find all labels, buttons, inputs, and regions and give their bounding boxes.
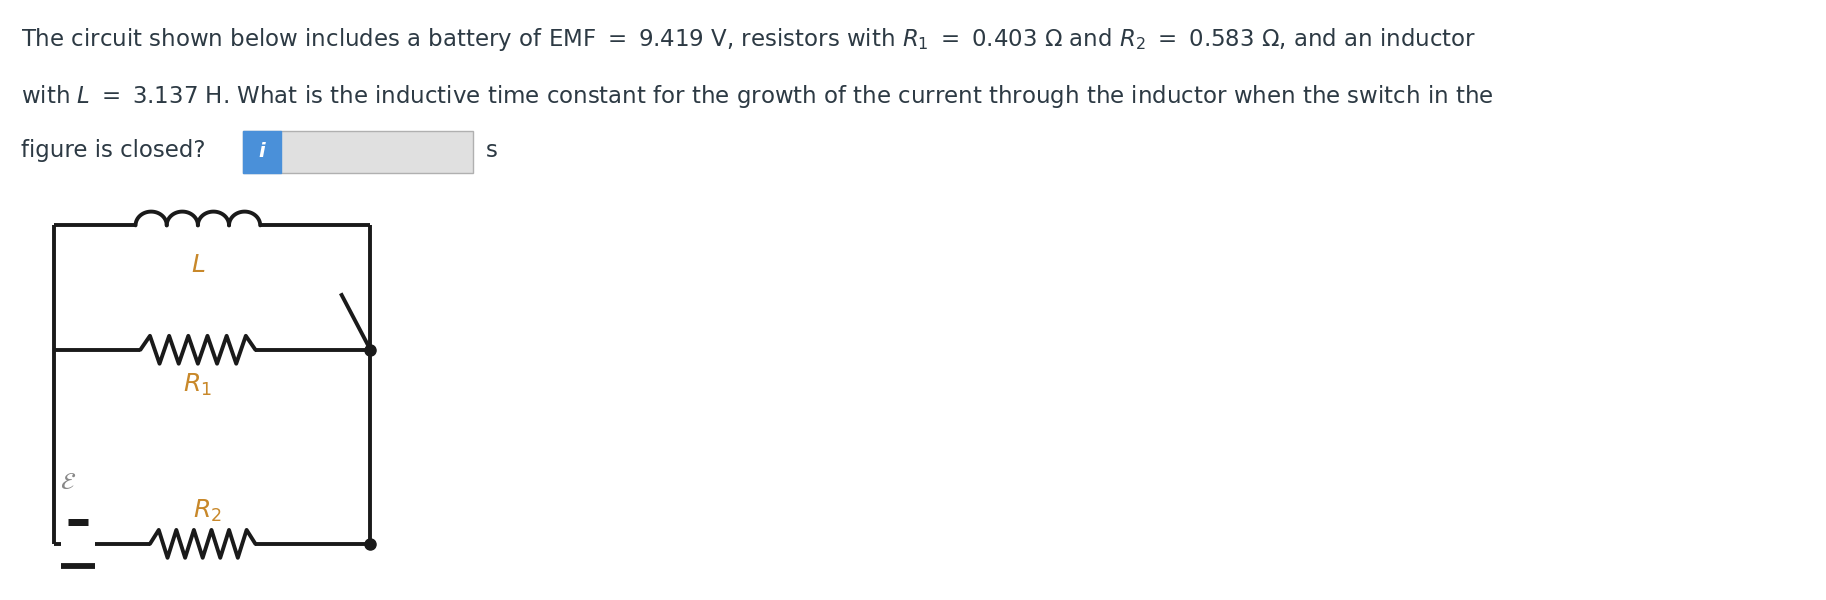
Text: $R_2$: $R_2$ bbox=[194, 498, 221, 524]
Text: $L$: $L$ bbox=[190, 253, 205, 277]
FancyBboxPatch shape bbox=[243, 131, 281, 173]
Text: with $L$ $=$ 3.137 H. What is the inductive time constant for the growth of the : with $L$ $=$ 3.137 H. What is the induct… bbox=[20, 83, 1494, 110]
Text: figure is closed?: figure is closed? bbox=[20, 139, 205, 162]
Text: $\mathcal{E}$: $\mathcal{E}$ bbox=[60, 470, 77, 494]
Text: $R_1$: $R_1$ bbox=[183, 371, 212, 398]
Text: The circuit shown below includes a battery of EMF $=$ 9.419 V, resistors with $R: The circuit shown below includes a batte… bbox=[20, 26, 1475, 53]
Text: i: i bbox=[259, 142, 265, 161]
Text: s: s bbox=[486, 139, 497, 162]
FancyBboxPatch shape bbox=[243, 131, 473, 173]
